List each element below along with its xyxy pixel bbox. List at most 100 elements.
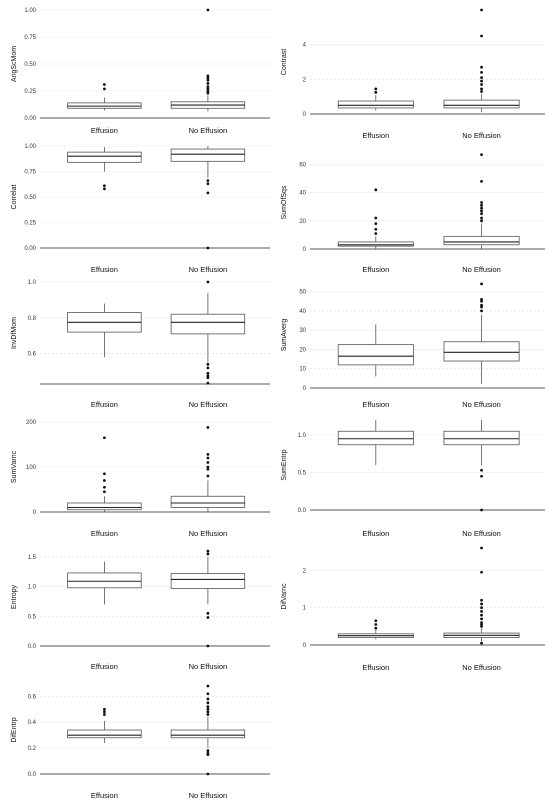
box-10-1-outlier: [206, 710, 210, 714]
box-0-1-outlier: [206, 89, 210, 93]
box-0-1-outlier: [206, 82, 210, 85]
box-3-1-outlier: [480, 206, 483, 210]
box-9-1-outlier: [480, 606, 483, 610]
box-10-1-box: [170, 729, 246, 739]
box-2-1-box: [170, 148, 246, 162]
box-3-1-outlier: [480, 216, 483, 220]
panel-6-tick-label: 100: [26, 465, 37, 471]
box-9-1-outlier: [480, 617, 483, 621]
box-1-1-outlier: [480, 8, 483, 12]
box-10-1-outlier: [206, 692, 210, 696]
box-1-1-outlier: [480, 71, 483, 74]
box-5-1-outlier: [480, 282, 483, 286]
box-6-1-outlier: [206, 453, 210, 456]
box-8-1-outlier: [206, 611, 210, 615]
box-10-1-outlier: [206, 749, 210, 753]
panel-6-tick-label: 0: [33, 510, 37, 516]
box-9-0-outlier: [374, 619, 378, 623]
box-6-0-outlier: [103, 490, 106, 494]
panel-5-tick-label: 0: [303, 386, 307, 392]
box-5-1-outlier: [480, 299, 483, 303]
box-4-1-box: [170, 313, 246, 335]
box-1-1-outlier: [480, 79, 483, 83]
box-3-1-box: [443, 235, 520, 246]
panel-7-y-axis-label: SumEntrp: [281, 449, 288, 480]
box-6-1-box: [170, 495, 246, 508]
box-8-1-outlier: [206, 549, 210, 553]
box-6-0-box: [67, 502, 142, 511]
box-1-0-outlier: [374, 87, 378, 91]
box-2-1-outlier: [206, 179, 210, 183]
box-1-1-outlier: [480, 65, 483, 69]
box-10-0-outlier: [103, 710, 106, 714]
box-6-1-outlier: [206, 456, 210, 460]
panel-0-tick-label: 0.75: [24, 35, 36, 41]
box-10-1-outlier: [206, 707, 210, 711]
box-0-1-outlier: [206, 91, 210, 95]
panel-3-tick-label: 60: [299, 162, 306, 168]
box-2-0-outlier: [103, 184, 106, 188]
panel-10-category-label: Effusion: [91, 791, 118, 800]
box-0-1-outlier: [206, 74, 210, 78]
box-6-0-outlier: [103, 436, 106, 440]
box-3-0-box: [337, 241, 414, 247]
box-1-1-outlier: [480, 83, 483, 86]
box-3-0-outlier: [374, 188, 378, 192]
panel-10-tick-label: 0.4: [28, 720, 37, 726]
panel-1-y-axis-label: Contrast: [281, 49, 288, 76]
panel-3-tick-label: 20: [299, 219, 306, 225]
box-0-1-outlier: [206, 87, 210, 91]
box-1-1-outlier: [480, 87, 483, 91]
box-9-1-outlier: [480, 610, 483, 613]
box-3-1-outlier: [480, 212, 483, 216]
box-6-1-outlier: [206, 461, 210, 464]
box-5-1-box: [443, 341, 520, 362]
panel-4-y-axis-label: InvDfMom: [11, 317, 18, 349]
panel-3-tick-label: 40: [299, 191, 306, 197]
box-10-0-outlier: [103, 713, 106, 716]
box-10-1-outlier: [206, 701, 210, 705]
panel-5-y-axis-label: SumAverg: [281, 319, 288, 352]
panel-0-category-label: Effusion: [91, 126, 118, 135]
box-10-1-outlier: [206, 684, 210, 688]
panel-3-y-axis-label: SumOfSqs: [281, 185, 288, 219]
box-0-0-outlier: [103, 87, 106, 91]
panel-0-tick-label: 0.50: [24, 62, 36, 68]
panel-8-tick-label: 1.0: [28, 585, 37, 591]
box-6-1-outlier: [206, 474, 210, 478]
panel-2-tick-label: 0.25: [24, 221, 36, 227]
box-3-1-outlier: [480, 203, 483, 207]
box-1-1-box: [443, 99, 520, 109]
panel-8-category-label: No Effusion: [189, 662, 228, 671]
box-7-1-outlier: [480, 474, 483, 478]
box-5-1-outlier: [480, 297, 483, 301]
panel-4-category-label: Effusion: [91, 400, 118, 409]
panel-2-tick-label: 1.00: [24, 144, 36, 150]
box-1-0-box: [337, 100, 414, 109]
box-7-0-box: [337, 430, 414, 446]
panel-0-tick-label: 0.25: [24, 89, 36, 95]
box-10-1-outlier: [206, 705, 210, 709]
box-10-0-outlier: [103, 707, 106, 711]
panel-5-tick-label: 40: [299, 309, 306, 315]
panel-10-tick-label: 0.6: [28, 694, 37, 700]
box-9-1-outlier: [480, 546, 483, 550]
box-1-1-outlier: [480, 90, 483, 93]
panel-2-y-axis-label: Correlat: [11, 185, 18, 210]
panel-1-tick-label: 4: [303, 43, 307, 49]
panel-7-tick-label: 1.0: [298, 433, 307, 439]
panel-3-category-label: No Effusion: [462, 265, 501, 274]
box-9-0-outlier: [374, 623, 378, 626]
panel-6-y-axis-label: SumVarnc: [11, 450, 18, 483]
box-2-0-outlier: [103, 187, 106, 191]
box-10-1-outlier: [206, 772, 210, 776]
panel-6-tick-label: 200: [26, 420, 37, 426]
box-4-1-outlier: [206, 371, 210, 375]
panel-9-category-label: Effusion: [362, 663, 389, 672]
box-6-1-outlier: [206, 426, 210, 429]
box-2-0-box: [67, 151, 142, 163]
panel-4-category-label: No Effusion: [189, 400, 228, 409]
box-3-0-outlier: [374, 216, 378, 220]
panel-9-tick-label: 0: [303, 643, 307, 649]
